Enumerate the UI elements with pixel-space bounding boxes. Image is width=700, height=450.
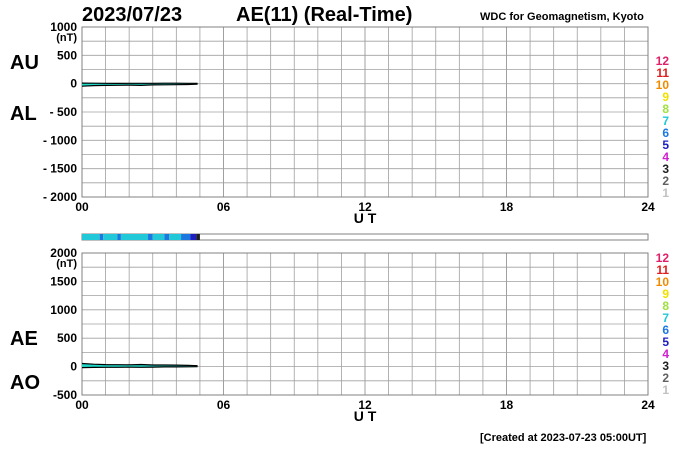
color-scale-label: 6: [662, 323, 669, 337]
color-scale-label: 2: [662, 371, 669, 385]
color-scale-label: 7: [662, 311, 669, 325]
y-tick-label: 500: [57, 331, 77, 345]
color-scale-label: 1: [662, 186, 669, 200]
date-title: 2023/07/23: [82, 4, 183, 26]
x-tick-label: 06: [217, 398, 231, 412]
y-tick-label: 1000: [50, 20, 77, 34]
y-tick-label: - 2000: [43, 190, 77, 204]
x-tick-label: 24: [641, 398, 655, 412]
y-axis-unit: (nT): [56, 258, 77, 270]
series-line-al: [81, 83, 198, 87]
plot-frame: [81, 252, 649, 396]
chart-title: AE(11) (Real-Time): [236, 4, 413, 26]
activity-bar-segment: [169, 234, 182, 240]
activity-bar-segment: [99, 234, 104, 240]
x-tick-label: 18: [500, 200, 514, 214]
color-scale-label: 12: [656, 251, 670, 265]
color-scale-label: 5: [662, 138, 669, 152]
color-scale-label: 1: [662, 383, 669, 397]
y-tick-label: 1500: [50, 274, 77, 288]
x-tick-label: 18: [500, 398, 514, 412]
activity-bar-segment: [152, 234, 165, 240]
activity-bar-segment: [190, 234, 197, 240]
activity-bar-segment: [117, 234, 121, 240]
series-line-ao: [81, 366, 198, 369]
color-scale-label: 9: [662, 287, 669, 301]
panel-0: [81, 26, 649, 198]
color-scale-label: 6: [662, 126, 669, 140]
activity-bar-segment: [148, 234, 153, 240]
color-scale-label: 8: [662, 299, 669, 313]
color-scale-label: 4: [662, 150, 669, 164]
y-tick-label: - 1000: [43, 133, 77, 147]
x-tick-label: 06: [217, 200, 231, 214]
source-label: WDC for Geomagnetism, Kyoto: [480, 11, 644, 23]
y-tick-label: 500: [57, 48, 77, 62]
activity-bar-segment: [82, 234, 100, 240]
activity-bar-segment: [120, 234, 149, 240]
y-tick-label: 0: [70, 360, 77, 374]
panel-1: [81, 252, 649, 396]
x-tick-label: 12: [358, 200, 372, 214]
activity-bar-segment: [181, 234, 191, 240]
ae-label: AE: [10, 328, 38, 350]
color-scale-label: 7: [662, 114, 669, 128]
color-scale-label: 10: [656, 78, 670, 92]
activity-bar-segment: [103, 234, 118, 240]
created-timestamp: [Created at 2023-07-23 05:00UT]: [480, 432, 647, 444]
x-tick-label: 12: [358, 398, 372, 412]
x-tick-label: 00: [75, 200, 89, 214]
y-axis-unit: (nT): [56, 32, 77, 44]
y-tick-label: -500: [53, 388, 77, 402]
activity-bar-segment: [196, 234, 200, 240]
au-label: AU: [10, 52, 39, 74]
plot-frame: [81, 26, 649, 198]
color-scale-label: 3: [662, 162, 669, 176]
color-scale-label: 3: [662, 359, 669, 373]
x-tick-label: 00: [75, 398, 89, 412]
x-axis-label: U T: [354, 408, 377, 424]
al-label: AL: [10, 103, 37, 125]
color-scale-label: 4: [662, 347, 669, 361]
color-scale-label: 9: [662, 90, 669, 104]
x-tick-label: 24: [641, 200, 655, 214]
ao-label: AO: [10, 372, 40, 394]
color-scale-label: 11: [656, 263, 669, 277]
activity-bar-segment: [164, 234, 170, 240]
y-tick-label: - 1500: [43, 162, 77, 176]
color-scale-label: 8: [662, 102, 669, 116]
y-tick-label: 1000: [50, 303, 77, 317]
color-scale-label: 5: [662, 335, 669, 349]
x-axis-label: U T: [354, 210, 377, 226]
y-tick-label: - 500: [50, 105, 78, 119]
color-scale-label: 11: [656, 66, 669, 80]
y-tick-label: 0: [70, 77, 77, 91]
y-tick-label: 2000: [50, 246, 77, 260]
series-line-ae: [81, 362, 198, 367]
color-scale-label: 2: [662, 174, 669, 188]
color-scale-label: 12: [656, 54, 670, 68]
color-scale-label: 10: [656, 275, 670, 289]
